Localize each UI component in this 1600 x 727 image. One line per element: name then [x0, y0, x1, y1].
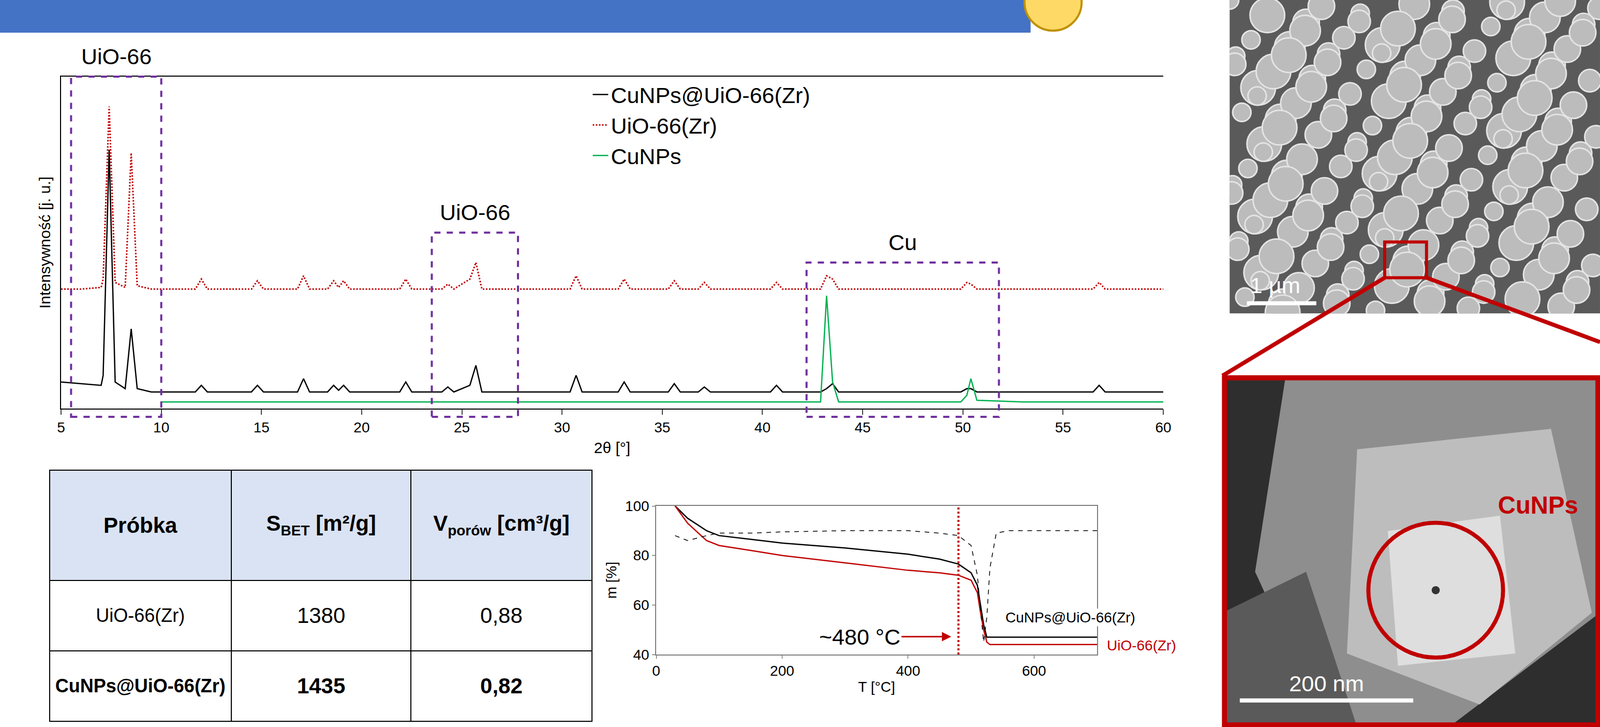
svg-text:CuNPs: CuNPs — [1498, 491, 1579, 519]
html-text:SBET[m²/g]: SBET[m²/g] — [266, 510, 377, 539]
html-text:1435: 1435 — [296, 673, 346, 698]
svg-text:Cu: Cu — [888, 229, 917, 255]
svg-text:5: 5 — [56, 419, 66, 436]
html-text:UiO-66(Zr): UiO-66(Zr) — [95, 604, 185, 626]
svg-text:60: 60 — [1154, 419, 1172, 436]
html-text:Próbka: Próbka — [103, 512, 178, 537]
svg-text:UiO-66: UiO-66 — [81, 43, 152, 69]
svg-text:CuNPs@UiO-66(Zr): CuNPs@UiO-66(Zr) — [1005, 609, 1136, 626]
svg-text:1 µm: 1 µm — [1250, 272, 1301, 298]
html-text:CuNPs@​UiO-66(Zr): CuNPs@​UiO-66(Zr) — [55, 674, 226, 697]
svg-text:T [°C]: T [°C] — [857, 677, 895, 694]
svg-text:25: 25 — [453, 419, 470, 436]
svg-text:10: 10 — [153, 419, 170, 436]
svg-text:600: 600 — [1021, 662, 1047, 679]
svg-text:20: 20 — [353, 419, 370, 436]
svg-text:CuNPs@UiO-66(Zr): CuNPs@UiO-66(Zr) — [610, 82, 810, 108]
svg-text:2θ [°]: 2θ [°] — [594, 438, 631, 456]
html-text:Vporów[cm³/g]: Vporów[cm³/g] — [433, 510, 570, 539]
svg-text:55: 55 — [1055, 419, 1072, 436]
svg-text:UiO-66(Zr): UiO-66(Zr) — [610, 113, 717, 139]
svg-text:40: 40 — [632, 645, 649, 662]
svg-text:80: 80 — [632, 546, 649, 564]
html-text:1380: 1380 — [296, 602, 346, 628]
svg-text:50: 50 — [954, 419, 971, 436]
svg-text:Intensywność [j. u.]: Intensywność [j. u.] — [36, 176, 54, 309]
svg-text:45: 45 — [854, 419, 871, 436]
svg-text:UiO-66(Zr): UiO-66(Zr) — [1106, 636, 1177, 654]
svg-text:15: 15 — [253, 419, 270, 436]
svg-text:m [%]: m [%] — [603, 560, 620, 599]
html-text:0,88: 0,88 — [480, 602, 523, 628]
svg-text:400: 400 — [895, 662, 921, 679]
svg-text:35: 35 — [654, 419, 671, 436]
html-text:0,82: 0,82 — [480, 673, 523, 698]
svg-text:200 nm: 200 nm — [1289, 670, 1365, 696]
svg-text:30: 30 — [554, 419, 571, 436]
svg-text:0: 0 — [652, 662, 661, 679]
svg-text:60: 60 — [632, 596, 649, 613]
svg-text:CuNPs: CuNPs — [610, 143, 681, 169]
svg-text:~480 °C: ~480 °C — [819, 624, 901, 649]
svg-text:200: 200 — [769, 662, 795, 679]
svg-text:100: 100 — [625, 497, 650, 514]
svg-text:40: 40 — [754, 419, 771, 436]
svg-text:UiO-66: UiO-66 — [439, 199, 511, 225]
